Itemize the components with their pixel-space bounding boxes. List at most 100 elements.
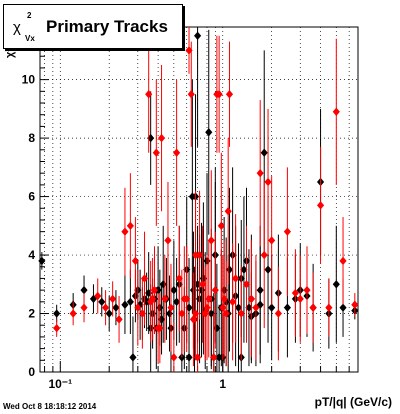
data-point xyxy=(225,265,234,274)
data-point xyxy=(234,303,243,312)
data-point xyxy=(150,285,159,295)
data-point xyxy=(156,323,164,333)
data-point xyxy=(264,265,272,274)
data-point xyxy=(215,90,223,99)
plot-frame xyxy=(39,26,359,373)
data-point xyxy=(242,280,251,289)
data-point xyxy=(183,294,191,304)
data-point xyxy=(224,206,232,216)
data-points xyxy=(38,27,359,372)
data-point xyxy=(332,280,340,289)
y-tick-label: 8 xyxy=(28,131,35,145)
data-point xyxy=(38,256,46,266)
data-point xyxy=(260,250,268,260)
data-point xyxy=(159,280,167,289)
y-tick-label: 4 xyxy=(28,248,35,262)
x-axis-label: pT/|q| (GeV/c) xyxy=(314,395,392,409)
data-point xyxy=(207,236,215,245)
y-tick-labels: 0 2 4 6 8 10 xyxy=(22,73,36,379)
data-point xyxy=(207,309,215,318)
data-point xyxy=(134,303,142,312)
data-point xyxy=(105,309,113,318)
data-point xyxy=(245,303,253,312)
data-point xyxy=(247,294,255,304)
data-point xyxy=(115,315,123,324)
data-point xyxy=(129,353,137,362)
x-tick-labels: 10⁻¹ 1 xyxy=(48,377,226,391)
data-point xyxy=(211,285,219,295)
title-subscript: Vx xyxy=(25,34,35,43)
data-point xyxy=(80,303,88,312)
data-point xyxy=(351,300,359,309)
title-symbol: χ xyxy=(13,19,21,36)
data-point xyxy=(339,256,347,266)
data-point xyxy=(121,300,129,309)
data-point xyxy=(303,285,311,295)
data-point xyxy=(296,294,304,304)
x-tick-label: 1 xyxy=(219,377,226,391)
data-point xyxy=(237,309,245,318)
y-tick-label: 0 xyxy=(28,365,35,379)
data-point xyxy=(191,250,200,260)
data-point xyxy=(256,168,264,178)
data-point xyxy=(157,133,166,143)
data-point xyxy=(173,297,181,307)
data-point xyxy=(112,303,120,312)
data-point xyxy=(157,315,166,324)
data-point xyxy=(309,303,317,312)
data-point xyxy=(217,221,225,231)
data-point xyxy=(131,256,139,266)
data-point xyxy=(170,353,178,362)
data-point xyxy=(53,309,61,318)
data-point xyxy=(152,148,160,157)
data-point xyxy=(187,90,195,99)
data-point xyxy=(222,309,230,318)
data-point xyxy=(240,265,248,274)
data-point xyxy=(161,294,169,304)
y-tick-label: 6 xyxy=(28,190,35,204)
data-point xyxy=(252,303,260,312)
data-point xyxy=(264,177,272,187)
title-superscript: 2 xyxy=(27,11,32,20)
data-point xyxy=(170,285,178,295)
data-point xyxy=(102,303,110,312)
data-point xyxy=(175,274,183,283)
data-point xyxy=(283,303,291,312)
data-point xyxy=(291,288,299,298)
data-point xyxy=(147,133,155,143)
data-point xyxy=(268,303,276,312)
data-point xyxy=(145,90,153,99)
data-point xyxy=(332,107,340,116)
data-point xyxy=(69,309,77,318)
data-point xyxy=(283,227,291,236)
data-point xyxy=(164,236,172,245)
data-point xyxy=(201,309,209,318)
data-point xyxy=(126,221,134,231)
data-point xyxy=(274,309,282,318)
data-point xyxy=(126,297,134,307)
data-point xyxy=(260,148,268,157)
y-tick-label: 2 xyxy=(28,307,35,321)
data-point xyxy=(167,303,175,312)
data-point xyxy=(325,303,333,312)
data-point xyxy=(191,309,200,318)
data-point xyxy=(121,227,129,236)
data-point xyxy=(232,274,240,283)
data-point xyxy=(194,31,202,40)
data-point xyxy=(268,236,276,245)
data-point xyxy=(196,250,204,260)
data-point xyxy=(205,294,213,304)
data-point xyxy=(173,148,181,157)
y-axis-label: χ² xyxy=(4,48,16,58)
data-point xyxy=(185,353,193,362)
data-point xyxy=(205,128,213,137)
data-point xyxy=(53,323,61,333)
data-point xyxy=(109,294,117,304)
y-tick-label: 10 xyxy=(22,73,36,87)
data-point xyxy=(339,303,347,312)
data-point xyxy=(198,280,207,289)
data-point xyxy=(98,297,106,307)
chart-title: Primary Tracks xyxy=(46,17,168,36)
x-tick-label: 10⁻¹ xyxy=(48,377,72,391)
